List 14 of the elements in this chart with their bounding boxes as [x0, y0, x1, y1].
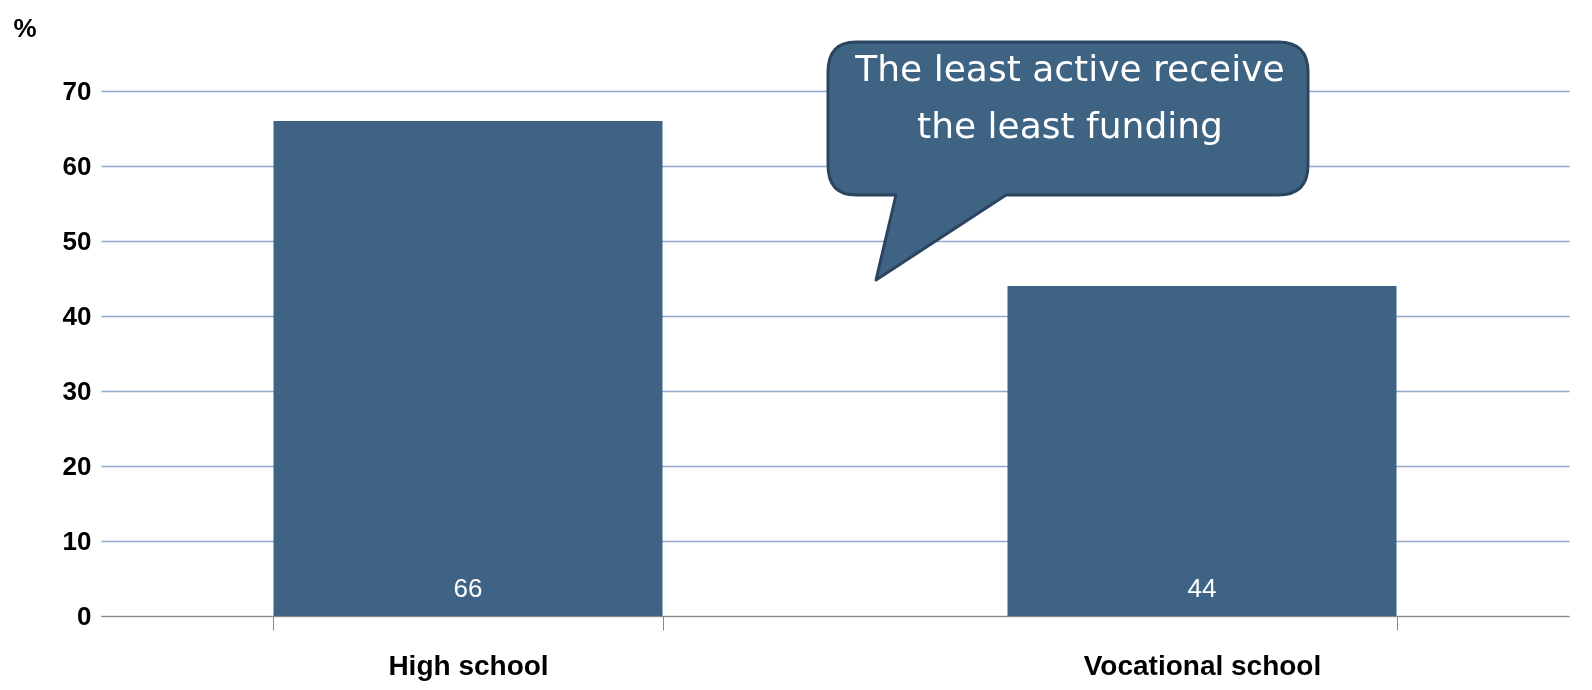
y-tick-label: 30: [62, 375, 92, 406]
y-tick-label: 70: [62, 75, 92, 106]
y-tick-label: 50: [62, 225, 92, 256]
y-axis-title: %: [13, 12, 37, 43]
data-label: 66: [453, 573, 483, 603]
y-tick-label: 10: [62, 525, 92, 556]
x-tick-label: Vocational school: [1083, 649, 1322, 681]
annotation: The least active receive the least funding: [854, 47, 1286, 148]
y-tick-label: 60: [62, 150, 92, 181]
x-tick-label: High school: [388, 649, 549, 681]
y-tick-label: 0: [77, 600, 92, 631]
data-label: 44: [1187, 573, 1217, 603]
y-tick-label: 20: [62, 450, 92, 481]
y-tick-label: 40: [62, 300, 92, 331]
